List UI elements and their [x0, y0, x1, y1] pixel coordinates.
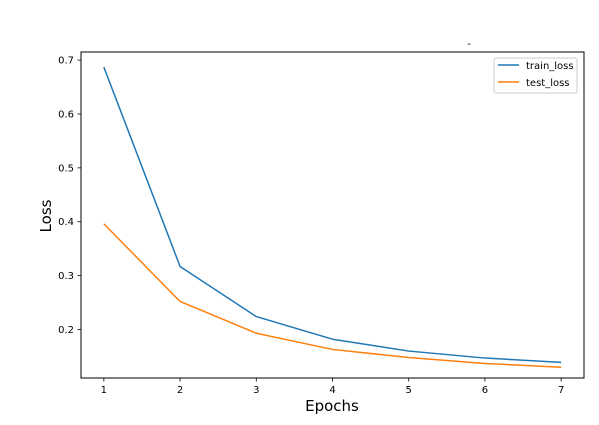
y-tick-label: 0.7 [58, 56, 74, 67]
x-tick-label: 2 [177, 385, 183, 396]
y-axis-ticks: 0.2 0.3 0.4 0.5 0.6 0.7 [58, 56, 81, 336]
x-tick-label: 7 [558, 385, 564, 396]
x-tick-label: 4 [329, 385, 335, 396]
legend-box [493, 57, 578, 94]
y-axis-title: Loss [37, 199, 55, 232]
x-tick-label: 3 [253, 385, 259, 396]
x-tick-label: 6 [482, 385, 488, 396]
x-axis-ticks: 1 2 3 4 5 6 7 [101, 378, 564, 396]
series-layer [103, 66, 562, 368]
x-tick-label: 5 [406, 385, 412, 396]
series-line-train-loss [103, 66, 562, 364]
y-tick-label: 0.2 [58, 325, 74, 336]
x-tick-label: 1 [101, 385, 107, 396]
y-tick-label: 0.4 [58, 217, 74, 228]
x-axis-title: Epochs [305, 397, 359, 415]
y-tick-label: 0.3 [58, 271, 74, 282]
legend: train_loss test_loss [493, 57, 578, 94]
legend-label-test-loss: test_loss [526, 78, 570, 89]
y-tick-label: 0.6 [58, 109, 74, 120]
series-line-test-loss [103, 223, 562, 368]
legend-label-train-loss: train_loss [526, 61, 574, 72]
chart-title: - [467, 39, 471, 50]
y-tick-label: 0.5 [58, 163, 74, 174]
